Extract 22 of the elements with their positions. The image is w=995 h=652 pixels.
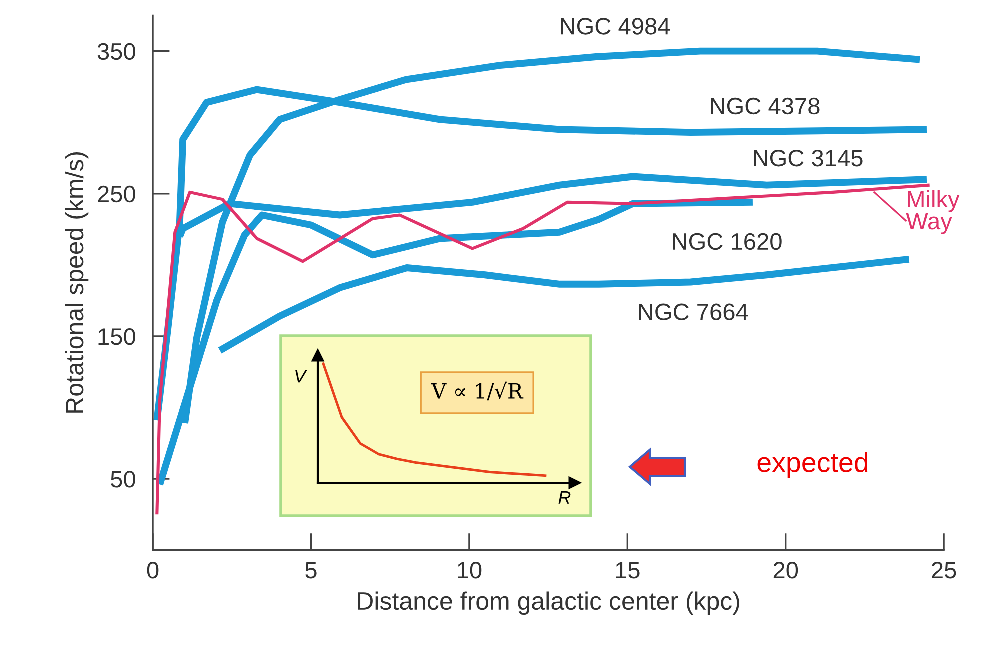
x-tick-label: 15: [616, 562, 640, 579]
legend-label: Milky Way: [906, 190, 960, 234]
y-tick-label: 150: [98, 328, 136, 346]
x-tick-label: 20: [774, 562, 798, 579]
x-tick-label: 5: [306, 562, 317, 579]
series-label: NGC 4984: [561, 18, 670, 35]
series-label: NGC 1620: [673, 233, 782, 250]
y-axis-title: V: [296, 370, 308, 383]
annotation: expected: [758, 452, 868, 478]
y-tick-label: 250: [98, 186, 136, 203]
annotation: V ∝ 1/√R: [431, 382, 524, 401]
y-tick-label: 350: [98, 43, 136, 60]
y-axis-title: Rotational speed (km/s): [65, 152, 89, 413]
series-label: NGC 3145: [754, 150, 863, 167]
series-label: NGC 7664: [639, 304, 748, 321]
x-tick-label: 25: [932, 562, 956, 579]
x-axis-title: Distance from galactic center (kpc): [358, 592, 740, 616]
series-label: NGC 4378: [711, 98, 820, 115]
x-tick-label: 0: [147, 562, 159, 579]
x-tick-label: 10: [458, 562, 482, 579]
x-axis-title: R: [558, 491, 571, 504]
y-tick-label: 50: [111, 471, 136, 488]
